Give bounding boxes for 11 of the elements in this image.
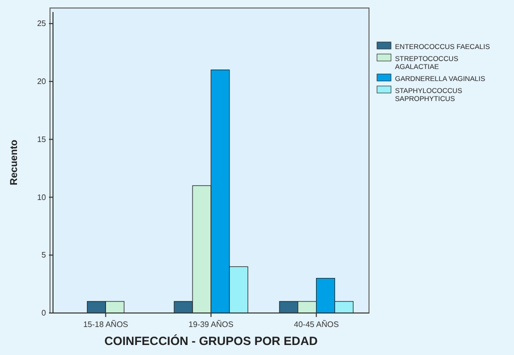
x-tick-label: 19-39 AÑOS [188,319,234,329]
x-axis-title: COINFECCIÓN - GRUPOS POR EDAD [104,334,318,348]
y-tick-label: 15 [37,134,47,144]
x-tick-label: 40-45 AÑOS [294,319,339,329]
x-tick-label: 15-18 AÑOS [83,319,128,329]
y-axis-title: Recuento [9,140,20,186]
y-tick-label: 25 [37,19,47,28]
y-tick-label: 5 [42,250,47,260]
y-tick-label: 10 [37,192,47,202]
y-tick-label: 0 [42,308,47,318]
y-tick-label: 20 [37,77,47,86]
